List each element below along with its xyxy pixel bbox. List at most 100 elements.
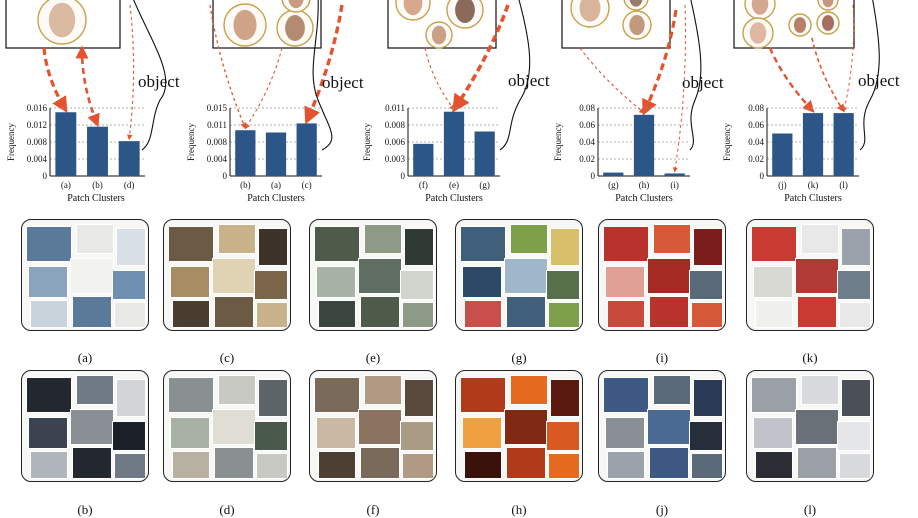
y-axis-title: Frequency — [722, 123, 732, 161]
x-axis-title: Patch Clusters — [784, 193, 842, 204]
collage-i — [598, 219, 726, 331]
bar-e — [443, 111, 465, 176]
x-axis-title: Patch Clusters — [67, 193, 125, 204]
collage-patch-image — [212, 258, 256, 294]
collage-patch-image — [460, 226, 506, 262]
collage-patch-image — [360, 447, 400, 479]
collage-patch-image — [689, 421, 723, 451]
collage-c — [163, 219, 291, 331]
collage-patch-image — [649, 447, 689, 479]
collage-patch-image — [797, 296, 837, 328]
collage-k — [746, 219, 874, 331]
dashed-arrow — [209, 4, 247, 130]
face-patch — [455, 0, 475, 23]
y-tick-label: 0.011 — [207, 120, 227, 130]
collage-patch-image — [548, 302, 580, 328]
collage-patch-image — [364, 224, 402, 254]
collage-patch-image — [170, 266, 210, 298]
bar-chart-5: 0 0.02 0.04 0.06 0.08 (j) (k) (l) Patch Clusters… — [722, 103, 859, 204]
collage-label-h: (h) — [511, 502, 527, 517]
collage-patch-image — [254, 421, 288, 451]
x-tick-label: (h) — [639, 180, 650, 190]
dashed-arrow — [451, 4, 510, 113]
collage-l — [746, 370, 874, 482]
bar-chart-3: 0 0.003 0.006 0.008 0.011 (f) (e) (g) Patch Clus… — [362, 103, 500, 204]
collage-patch-image — [172, 451, 210, 479]
collage-patch-image — [258, 228, 288, 266]
collage-patch-image — [504, 258, 548, 294]
collage-patch-image — [218, 375, 256, 405]
object-connector — [859, 0, 880, 151]
collage-patch-image — [364, 375, 402, 405]
collage-h — [455, 370, 583, 482]
x-tick-label: (g) — [479, 180, 490, 190]
y-tick-label: 0 — [223, 171, 228, 181]
collage-label-a: (a) — [77, 350, 93, 365]
x-tick-label: (e) — [449, 180, 459, 190]
collage-patch-image — [218, 224, 256, 254]
collage-patch-image — [605, 266, 645, 298]
collage-patch-image — [170, 417, 210, 449]
y-tick-label: 0 — [760, 171, 765, 181]
y-tick-label: 0.008 — [385, 120, 406, 130]
collage-e — [309, 219, 437, 331]
collage-patch-image — [72, 296, 112, 328]
y-tick-label: 0.015 — [207, 103, 228, 113]
x-tick-label: (b) — [240, 180, 251, 190]
collage-patch-image — [258, 379, 288, 417]
collage-patch-image — [214, 447, 254, 479]
x-axis-title: Patch Clusters — [425, 193, 483, 204]
face-patch — [751, 0, 769, 15]
face-patch — [629, 14, 645, 36]
y-tick-label: 0 — [43, 171, 48, 181]
x-tick-label: (b) — [92, 180, 103, 190]
collage-patch-image — [510, 375, 548, 405]
collage-patch-image — [839, 302, 871, 328]
y-tick-label: 0.011 — [385, 103, 405, 113]
y-tick-label: 0 — [401, 171, 406, 181]
collage-patch-image — [30, 300, 68, 328]
x-tick-label: (k) — [808, 180, 819, 190]
collage-patch-image — [751, 226, 797, 262]
collage-patch-image — [649, 296, 689, 328]
bar-k — [802, 113, 824, 176]
collage-patch-image — [116, 379, 146, 417]
collage-patch-image — [607, 300, 645, 328]
collage-patch-image — [314, 377, 360, 413]
bar-j — [772, 133, 793, 176]
collage-patch-image — [603, 226, 649, 262]
bar-g — [603, 172, 624, 176]
collage-patch-image — [837, 270, 871, 300]
collage-patch-image — [837, 421, 871, 451]
dashed-arrow — [579, 47, 645, 114]
collage-patch-image — [504, 409, 548, 445]
collage-patch-image — [70, 258, 114, 294]
bar-c — [296, 123, 317, 176]
collage-label-d: (d) — [219, 502, 235, 517]
object-label: object — [858, 71, 900, 90]
y-axis-title: Frequency — [362, 123, 372, 161]
y-tick-label: 0 — [591, 171, 596, 181]
collage-patch-image — [607, 451, 645, 479]
collage-label-g: (g) — [511, 350, 527, 365]
x-tick-label: (a) — [61, 180, 71, 190]
collage-patch-image — [316, 266, 356, 298]
y-tick-label: 0.004 — [207, 154, 228, 164]
collage-label-b: (b) — [77, 502, 93, 517]
object-label: object — [322, 73, 364, 92]
y-axis-title: Frequency — [186, 123, 196, 161]
collage-patch-image — [603, 377, 649, 413]
bar-a — [265, 132, 287, 176]
face-patch — [285, 15, 305, 41]
dashed-arrow — [768, 47, 815, 113]
collage-patch-image — [548, 453, 580, 479]
bar-g — [474, 131, 495, 176]
y-tick-label: 0.02 — [579, 154, 595, 164]
bar-d — [118, 141, 140, 176]
collage-patch-image — [76, 375, 114, 405]
collage-patch-image — [256, 302, 288, 328]
y-tick-label: 0.08 — [579, 103, 595, 113]
collage-patch-image — [801, 375, 839, 405]
collage-label-k: (k) — [802, 350, 818, 365]
face-patch — [579, 0, 601, 22]
